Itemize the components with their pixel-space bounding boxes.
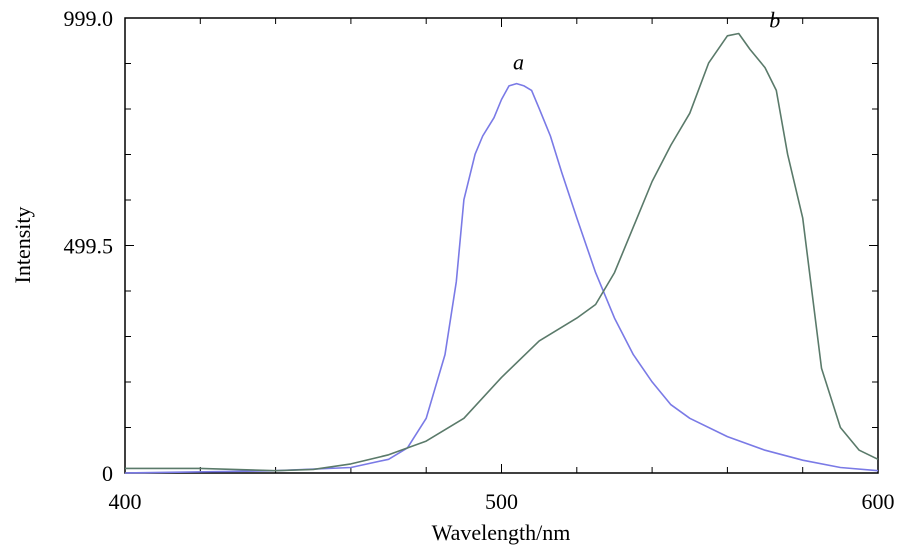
series-label-b: b bbox=[769, 7, 780, 32]
x-axis-title: Wavelength/nm bbox=[432, 520, 571, 545]
x-tick-label: 600 bbox=[862, 489, 895, 514]
y-tick-label: 499.5 bbox=[64, 234, 114, 259]
tick-marks bbox=[124, 17, 879, 474]
y-tick-label: 999.0 bbox=[64, 6, 114, 31]
tick-labels: 400 500 600 0 499.5 999.0 bbox=[64, 6, 895, 514]
x-tick-label: 400 bbox=[109, 489, 142, 514]
x-tick-label: 500 bbox=[485, 489, 518, 514]
y-tick-label: 0 bbox=[102, 461, 113, 486]
series-label-a: a bbox=[513, 50, 524, 75]
series-line-a bbox=[124, 82, 879, 474]
series-line-b bbox=[125, 32, 879, 472]
plot-frame bbox=[124, 17, 879, 474]
y-axis-title: Intensity bbox=[10, 207, 35, 284]
series-group: ab bbox=[124, 7, 879, 474]
